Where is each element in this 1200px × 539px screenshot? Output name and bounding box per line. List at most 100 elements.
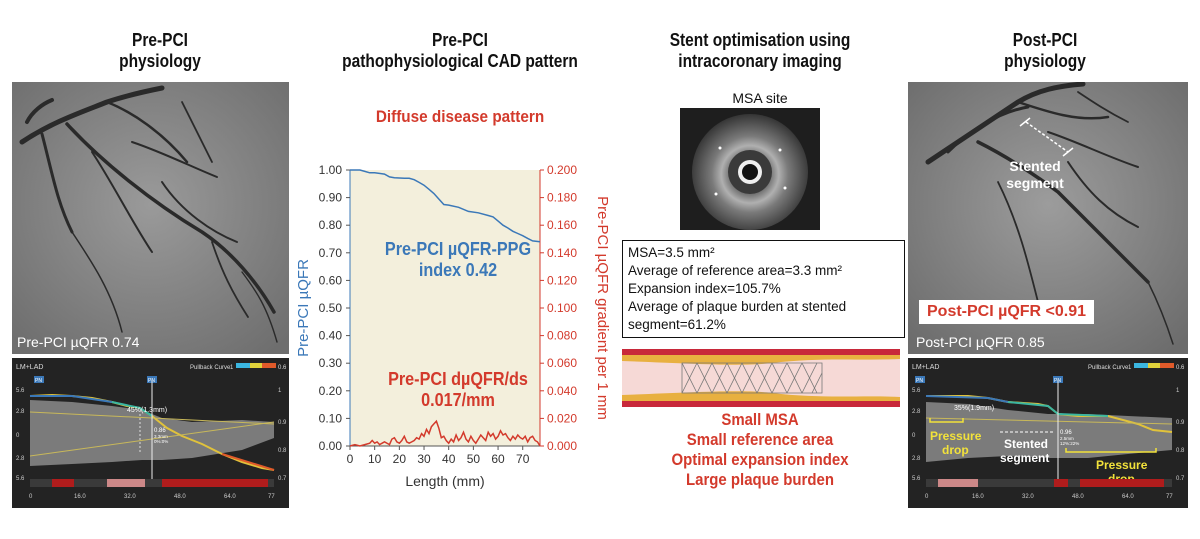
header-line: Stent optimisation using bbox=[669, 30, 851, 50]
pn-label: PN bbox=[35, 378, 42, 384]
y-right-tick-label: 0.140 bbox=[547, 246, 577, 260]
pressure-drop-label: Pressure bbox=[930, 429, 982, 443]
y-right-axis-label: Pre-PCI µQFR gradient per 1 mm bbox=[594, 196, 611, 420]
left-tick: 5.6 bbox=[16, 476, 25, 482]
header-line: Post-PCI bbox=[1012, 30, 1078, 50]
x-tick-label: 40 bbox=[442, 452, 456, 466]
msa-stat: Average of plaque burden at stented bbox=[628, 299, 847, 314]
gradient-line: 0.017/mm bbox=[421, 390, 495, 410]
header-pre-pci-physiology: Pre-PCI physiology bbox=[74, 30, 246, 72]
pn-marker bbox=[34, 376, 44, 383]
header-line: physiology bbox=[1004, 51, 1086, 71]
post-pci-angiogram: Stented segment Post-PCI µQFR <0.91 Post… bbox=[908, 82, 1188, 354]
right-tick: 1 bbox=[1176, 388, 1180, 394]
gradient-series-line bbox=[349, 419, 541, 447]
stented-line: segment bbox=[1006, 175, 1064, 191]
ppg-index-label: Pre-PCI µQFR-PPG index 0.42 bbox=[377, 239, 539, 281]
gradient-label: Pre-PCI dµQFR/ds 0.017/mm bbox=[377, 369, 539, 411]
x-axis-label: Length (mm) bbox=[405, 473, 484, 489]
pre-pci-angiogram: Pre-PCI µQFR 0.74 bbox=[12, 82, 289, 354]
header-post-pci-physiology: Post-PCI physiology bbox=[959, 30, 1131, 72]
pre-pci-qfr-chart: 0.00 0.10 0.20 0.30 0.40 0.50 0.60 0.70 0.80 0.90… bbox=[295, 163, 611, 489]
x-tick-label: 70 bbox=[516, 452, 530, 466]
pn-marker bbox=[1053, 376, 1063, 383]
reference-line bbox=[925, 417, 1173, 425]
legend-label: Pullback Curve bbox=[190, 365, 231, 371]
y-tick-label: 0.20 bbox=[319, 384, 343, 398]
legend-label: Pullback Curve bbox=[1088, 365, 1129, 371]
x-tick-label: 20 bbox=[393, 452, 407, 466]
y-right-tick-label: 0.100 bbox=[547, 301, 577, 315]
y-tick-label: 0.90 bbox=[319, 191, 343, 205]
pn-label: PN bbox=[916, 378, 923, 384]
pre-pci-qfr-caption: Pre-PCI µQFR 0.74 bbox=[17, 334, 140, 350]
y-right-tick-label: 0.200 bbox=[547, 163, 577, 177]
plot-background bbox=[350, 170, 540, 446]
post-pci-qfr-caption: Post-PCI µQFR 0.85 bbox=[916, 334, 1045, 350]
msa-stat: Average of reference area=3.3 mm² bbox=[628, 263, 842, 278]
x-tick: 0 bbox=[925, 494, 929, 500]
legend-max: 0.6 bbox=[278, 365, 287, 371]
left-tick: 2.8 bbox=[16, 456, 25, 462]
finding: Optimal expansion index bbox=[671, 450, 849, 469]
y-axis-label: Pre-PCI µQFR bbox=[295, 259, 312, 357]
pressure-drop-label: drop bbox=[942, 443, 969, 457]
lesion-segment bbox=[1080, 479, 1164, 487]
y-tick-label: 0.60 bbox=[319, 273, 343, 287]
finding: Large plaque burden bbox=[686, 470, 834, 489]
msa-stat: segment=61.2% bbox=[628, 317, 726, 332]
y-right-tick-label: 0.160 bbox=[547, 218, 577, 232]
x-tick: 32.0 bbox=[124, 494, 136, 500]
pressure-drop-label: Pressure bbox=[1096, 458, 1148, 472]
stented-segment-label: Stented bbox=[1004, 437, 1048, 451]
ivus-findings: Small MSA Small reference area Optimal e… bbox=[650, 410, 870, 490]
y-right-tick-label: 0.000 bbox=[547, 439, 577, 453]
segment-bar bbox=[926, 479, 1172, 487]
y-tick-label: 1.00 bbox=[319, 163, 343, 177]
bracket bbox=[1065, 448, 1157, 453]
point-sub: 0%:0% bbox=[154, 439, 168, 444]
right-tick: 0.8 bbox=[1176, 448, 1185, 454]
left-tick: 5.6 bbox=[912, 388, 921, 394]
stented-segment-label: Stented segment bbox=[1000, 158, 1070, 192]
post-pci-pullback-chart: LM+LAD Pullback Curve 1 0.6 PN PN 5.6 2.… bbox=[912, 363, 1185, 500]
y-tick-label: 0.80 bbox=[319, 218, 343, 232]
vessel-label: LM+LAD bbox=[16, 364, 43, 371]
angiogram-image bbox=[12, 82, 289, 354]
x-tick-label: 50 bbox=[467, 452, 481, 466]
post-pci-pullback-panel: LM+LAD Pullback Curve 1 0.6 PN PN 5.6 2.… bbox=[908, 358, 1188, 508]
header-line: Pre-PCI bbox=[432, 30, 488, 50]
x-tick: 64.0 bbox=[1122, 494, 1134, 500]
lesion-segment bbox=[107, 479, 145, 487]
header-line: pathophysiological CAD pattern bbox=[342, 51, 578, 71]
x-tick: 0 bbox=[29, 494, 33, 500]
left-tick: 2.8 bbox=[16, 409, 25, 415]
right-tick: 0.8 bbox=[278, 448, 287, 454]
x-tick-label: 30 bbox=[417, 452, 431, 466]
point-sub: 12%:22% bbox=[1060, 441, 1079, 446]
msa-stats-box: MSA=3.5 mm² Average of reference area=3.… bbox=[622, 240, 905, 338]
stent-extent-line bbox=[1025, 121, 1069, 153]
ivus-image bbox=[680, 108, 820, 230]
left-tick: 2.8 bbox=[912, 456, 921, 462]
x-tick-label: 60 bbox=[491, 452, 505, 466]
pn-marker bbox=[147, 376, 157, 383]
header-line: physiology bbox=[119, 51, 201, 71]
left-tick: 0 bbox=[16, 433, 20, 439]
legend-max: 0.6 bbox=[1176, 365, 1185, 371]
point-sub: 3.3mm bbox=[154, 434, 168, 439]
stent-schematic bbox=[622, 349, 900, 407]
header-pathophysiological-pattern: Pre-PCI pathophysiological CAD pattern bbox=[322, 30, 597, 72]
lesion-segment bbox=[1054, 479, 1068, 487]
ivus-cross-section bbox=[680, 108, 820, 230]
lesion-segment bbox=[938, 479, 978, 487]
pattern-title: Diffuse disease pattern bbox=[375, 107, 545, 126]
finding: Small MSA bbox=[721, 410, 799, 429]
y-right-tick-label: 0.020 bbox=[547, 411, 577, 425]
legend-min: 1 bbox=[230, 365, 234, 371]
x-tick: 16.0 bbox=[972, 494, 984, 500]
y-right-tick-label: 0.120 bbox=[547, 273, 577, 287]
x-tick: 32.0 bbox=[1022, 494, 1034, 500]
y-right-tick-label: 0.080 bbox=[547, 329, 577, 343]
point-sub: 2.5mm bbox=[1060, 436, 1074, 441]
